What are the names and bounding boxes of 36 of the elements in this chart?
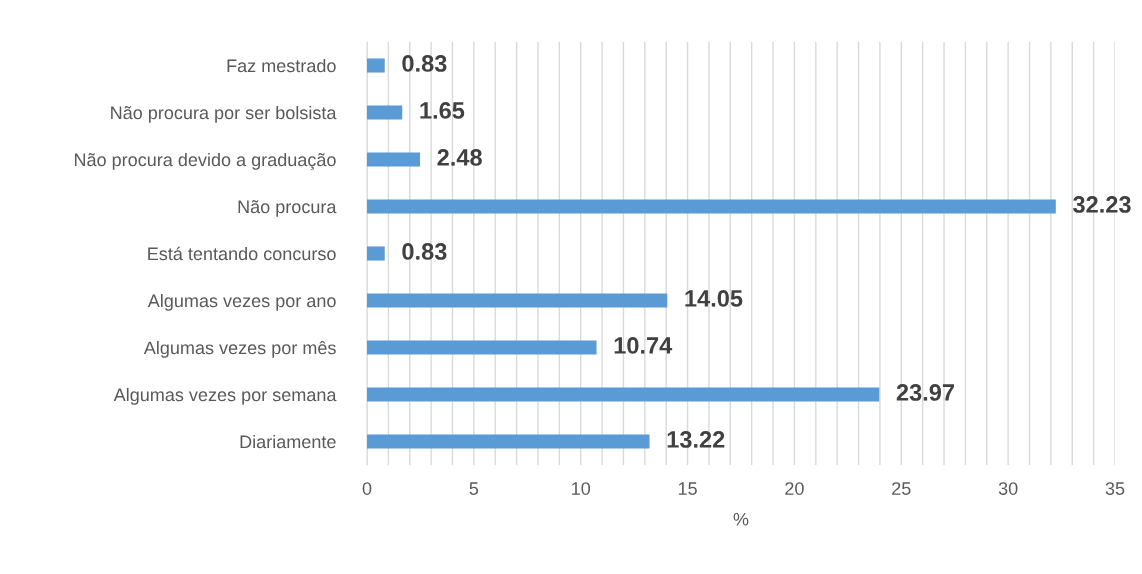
y-tick-label: Algumas vezes por mês [143, 340, 336, 358]
x-tick-label: 35 [1105, 482, 1125, 495]
data-label: 2.48 [437, 149, 482, 166]
bar [367, 293, 668, 308]
x-axis-title: % [733, 512, 749, 526]
bar [367, 246, 385, 261]
bar [367, 58, 385, 73]
bar [367, 199, 1056, 214]
y-tick-label: Está tentando concurso [148, 246, 336, 261]
bar [367, 105, 403, 120]
data-label: 0.83 [402, 55, 447, 72]
x-tick-label: 5 [469, 482, 479, 495]
data-label: 10.74 [614, 337, 673, 354]
x-tick-label: 20 [785, 482, 804, 495]
x-tick-label: 15 [678, 482, 697, 495]
y-tick-label: Não procura devido a graduação [74, 152, 336, 170]
data-label: 1.65 [420, 102, 465, 119]
x-tick-label: 0 [362, 482, 372, 495]
y-tick-label: Algumas vezes por semana [113, 387, 337, 405]
bar [367, 340, 597, 355]
y-tick-label: Não procura [238, 200, 337, 217]
x-tick-label: 25 [892, 482, 911, 495]
y-tick-label: Não procura por ser bolsista [111, 105, 337, 123]
x-tick-label: 10 [572, 482, 591, 495]
y-tick-label: Faz mestrado [227, 58, 336, 73]
data-label: 14.05 [685, 290, 743, 307]
data-label: 0.83 [402, 243, 447, 260]
data-label: 13.22 [667, 431, 725, 448]
bar [367, 152, 420, 167]
bar [367, 387, 880, 402]
y-tick-label: Diariamente [240, 434, 336, 449]
bar [367, 434, 650, 449]
data-label: 32.23 [1073, 196, 1131, 213]
data-label: 23.97 [896, 384, 954, 401]
x-tick-label: 30 [998, 482, 1018, 495]
y-tick-label: Algumas vezes por ano [147, 293, 336, 311]
